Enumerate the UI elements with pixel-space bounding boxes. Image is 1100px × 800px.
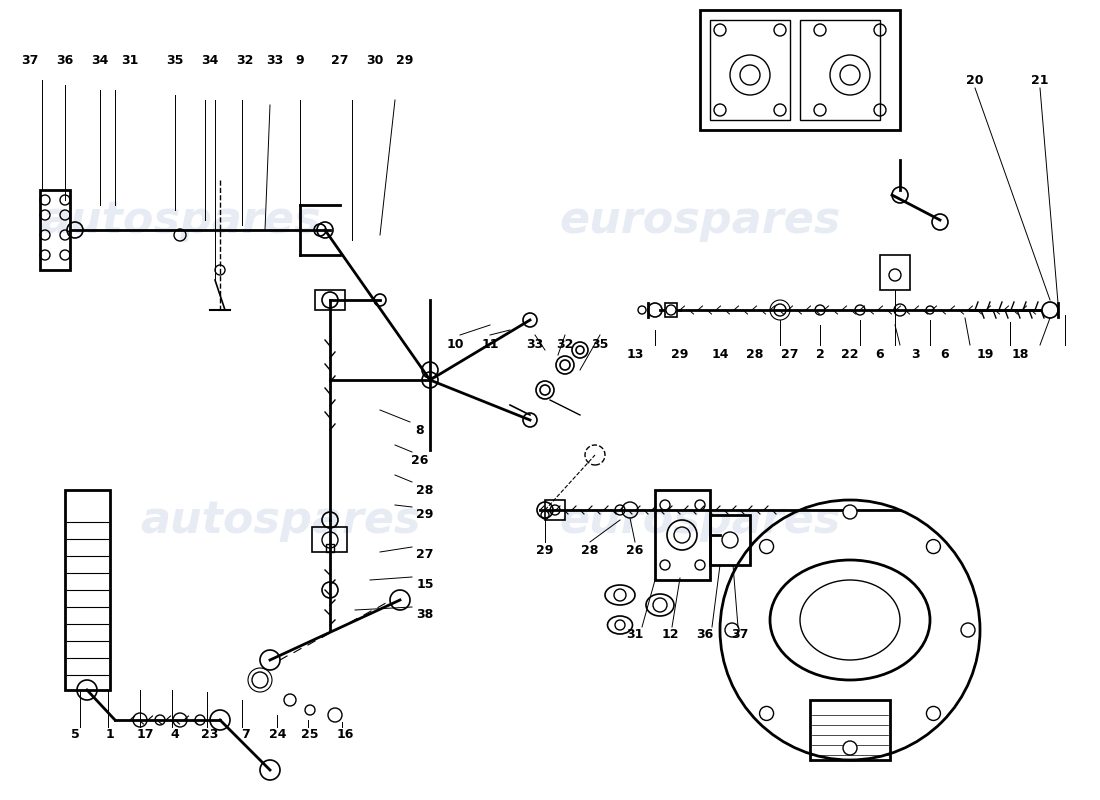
Text: 16: 16 [337,729,354,742]
Text: 6: 6 [940,349,949,362]
Bar [666,303,676,317]
Text: 15: 15 [416,578,433,591]
Text: 29: 29 [416,509,433,522]
Bar [544,500,565,520]
Bar [810,700,890,760]
Text: 32: 32 [236,54,254,66]
Text: 4: 4 [170,729,179,742]
Text: eurospares: eurospares [559,198,840,242]
Text: 25: 25 [301,729,319,742]
Text: 10: 10 [447,338,464,351]
Text: 11: 11 [482,338,498,351]
Text: 33: 33 [266,54,284,66]
Text: 26: 26 [626,543,644,557]
Text: 31: 31 [626,629,644,642]
Text: 28: 28 [746,349,763,362]
Text: 18: 18 [1011,349,1028,362]
Text: 9: 9 [296,54,305,66]
Bar [315,290,345,310]
Bar [326,544,334,552]
Text: 37: 37 [732,629,749,642]
Text: 27: 27 [416,549,433,562]
Bar [880,255,910,290]
Text: 30: 30 [366,54,384,66]
Text: 31: 31 [121,54,139,66]
Text: 2: 2 [815,349,824,362]
Text: 36: 36 [696,629,714,642]
Circle shape [843,741,857,755]
Text: 19: 19 [977,349,993,362]
Text: 22: 22 [842,349,859,362]
Text: 29: 29 [537,543,553,557]
Text: 28: 28 [416,483,433,497]
Text: 12: 12 [661,629,679,642]
Text: 14: 14 [712,349,728,362]
Bar [312,527,346,552]
Text: autospares: autospares [40,198,320,242]
Text: 21: 21 [1032,74,1048,86]
Text: 24: 24 [270,729,287,742]
Text: 34: 34 [201,54,219,66]
Circle shape [926,706,940,721]
Text: 35: 35 [592,338,608,351]
Text: 27: 27 [781,349,799,362]
Circle shape [760,706,773,721]
Bar [40,190,70,270]
Circle shape [760,539,773,554]
Text: 17: 17 [136,729,154,742]
Bar [654,490,710,580]
Text: 20: 20 [966,74,983,86]
Text: 26: 26 [411,454,429,466]
Text: 13: 13 [626,349,644,362]
Text: 34: 34 [91,54,109,66]
Text: 3: 3 [911,349,920,362]
Text: 28: 28 [581,543,598,557]
Text: 7: 7 [241,729,250,742]
Circle shape [725,623,739,637]
Text: 23: 23 [201,729,219,742]
Text: 32: 32 [557,338,574,351]
Text: 27: 27 [331,54,349,66]
Bar [800,20,880,120]
Bar [700,10,900,130]
Circle shape [843,505,857,519]
Text: eurospares: eurospares [559,498,840,542]
Text: 36: 36 [56,54,74,66]
Bar [710,20,790,120]
Bar [65,490,110,690]
Text: 33: 33 [527,338,543,351]
Circle shape [961,623,975,637]
Text: 5: 5 [70,729,79,742]
Text: autospares: autospares [140,498,420,542]
Text: 38: 38 [417,609,433,622]
Bar [710,515,750,565]
Text: 8: 8 [416,423,425,437]
Text: 29: 29 [396,54,414,66]
Text: 29: 29 [671,349,689,362]
Text: 1: 1 [106,729,114,742]
Circle shape [926,539,940,554]
Text: 6: 6 [876,349,884,362]
Text: 35: 35 [166,54,184,66]
Text: 37: 37 [21,54,38,66]
